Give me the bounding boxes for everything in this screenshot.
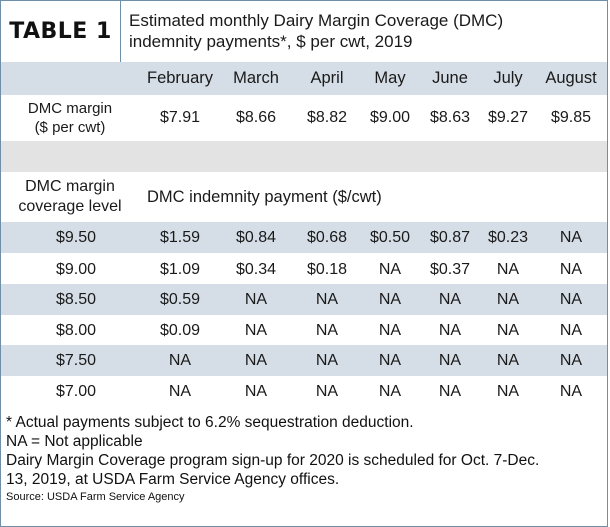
month-header-may: May	[374, 69, 406, 87]
coverage-level: $7.50	[55, 351, 97, 369]
indemnity-value: NA	[244, 321, 268, 339]
margin-label-line-2: ($ per cwt)	[34, 119, 106, 136]
margin-value: $8.63	[429, 109, 471, 126]
indemnity-value: $0.37	[429, 260, 471, 278]
indemnity-value: NA	[378, 351, 402, 369]
indemnity-value: NA	[559, 290, 583, 308]
table-row: $9.00 $1.09 $0.34 $0.18 NA $0.37 NA NA	[1, 254, 607, 285]
month-header-july: July	[493, 69, 523, 87]
indemnity-value: $1.59	[159, 228, 201, 246]
indemnity-value: NA	[378, 260, 402, 278]
indemnity-value: NA	[168, 351, 192, 369]
footnotes: * Actual payments subject to 6.2% seques…	[6, 413, 602, 505]
indemnity-value: NA	[244, 351, 268, 369]
indemnity-value: NA	[315, 382, 339, 400]
indemnity-value: $0.68	[306, 228, 348, 246]
table-row: $9.50 $1.59 $0.84 $0.68 $0.50 $0.87 $0.23 NA	[1, 222, 607, 253]
indemnity-value: $0.18	[306, 260, 348, 278]
table-row: $7.50 NA NA NA NA NA NA NA	[1, 345, 607, 376]
indemnity-value: NA	[244, 290, 268, 308]
coverage-level: $8.50	[55, 290, 97, 308]
spacer-row	[1, 141, 607, 172]
indemnity-value: NA	[438, 382, 462, 400]
table-row: $8.50 $0.59 NA NA NA NA NA NA	[1, 284, 607, 315]
table-header: TABLE 1 Estimated monthly Dairy Margin C…	[1, 1, 607, 62]
month-header-row: February March April May June July August	[1, 62, 607, 95]
signup-note-line-2: 13, 2019, at USDA Farm Service Agency of…	[6, 471, 340, 488]
indemnity-value: NA	[496, 351, 520, 369]
margin-value: $8.82	[306, 109, 348, 126]
margin-value: $7.91	[159, 109, 201, 126]
table-caption: Estimated monthly Dairy Margin Coverage …	[129, 10, 599, 52]
asterisk-note: * Actual payments subject to 6.2% seques…	[6, 414, 414, 431]
month-header-march: March	[233, 69, 279, 87]
coverage-level: $8.00	[55, 321, 97, 339]
indemnity-value: NA	[496, 260, 520, 278]
indemnity-value: $0.50	[369, 228, 411, 246]
caption-line-1: Estimated monthly Dairy Margin Coverage …	[129, 11, 504, 30]
indemnity-value: NA	[496, 382, 520, 400]
source-note: Source: USDA Farm Service Agency	[6, 491, 185, 503]
indemnity-value: NA	[378, 290, 402, 308]
indemnity-value: $0.34	[235, 260, 277, 278]
indemnity-value: NA	[315, 351, 339, 369]
indemnity-value: $0.59	[159, 290, 201, 308]
margin-value: $9.00	[369, 109, 411, 126]
margin-value: $8.66	[235, 109, 277, 126]
indemnity-value: NA	[496, 290, 520, 308]
indemnity-value: NA	[315, 290, 339, 308]
indemnity-header-row: DMC margin coverage level DMC indemnity …	[1, 172, 607, 222]
margin-row-label: DMC margin ($ per cwt)	[1, 95, 139, 141]
indemnity-value: NA	[244, 382, 268, 400]
coverage-label-line-2: coverage level	[18, 198, 122, 215]
indemnity-value: NA	[559, 260, 583, 278]
indemnity-value: NA	[559, 228, 583, 246]
indemnity-value: NA	[559, 351, 583, 369]
table-label: TABLE 1	[1, 1, 121, 62]
indemnity-value: NA	[438, 290, 462, 308]
indemnity-value: $1.09	[159, 260, 201, 278]
margin-row: DMC margin ($ per cwt) $7.91 $8.66 $8.82 $9…	[1, 95, 607, 141]
indemnity-value: NA	[559, 382, 583, 400]
month-header-june: June	[432, 69, 468, 87]
month-header-august: August	[545, 69, 597, 87]
month-header-april: April	[310, 69, 344, 87]
coverage-label-line-1: DMC margin	[25, 178, 115, 195]
indemnity-value: $0.09	[159, 321, 201, 339]
margin-label-line-1: DMC margin	[27, 100, 113, 117]
na-note: NA = Not applicable	[6, 433, 143, 450]
indemnity-value: NA	[438, 351, 462, 369]
signup-note-line-1: Dairy Margin Coverage program sign-up fo…	[6, 452, 540, 469]
caption-line-2: indemnity payments*, $ per cwt, 2019	[129, 32, 413, 51]
indemnity-value: NA	[496, 321, 520, 339]
indemnity-value: NA	[378, 382, 402, 400]
coverage-level: $9.00	[55, 260, 97, 278]
margin-value: $9.85	[550, 109, 592, 126]
coverage-level: $9.50	[55, 228, 97, 246]
indemnity-value: NA	[315, 321, 339, 339]
indemnity-value: $0.87	[429, 228, 471, 246]
coverage-level: $7.00	[55, 382, 97, 400]
indemnity-value: NA	[438, 321, 462, 339]
indemnity-value: NA	[168, 382, 192, 400]
indemnity-value: $0.84	[235, 228, 277, 246]
indemnity-value: NA	[559, 321, 583, 339]
indemnity-value: NA	[378, 321, 402, 339]
month-header-february: February	[146, 69, 214, 87]
indemnity-heading: DMC indemnity payment ($/cwt)	[147, 187, 382, 206]
coverage-level-label: DMC margin coverage level	[1, 172, 139, 222]
indemnity-value: $0.23	[487, 228, 529, 246]
table-row: $7.00 NA NA NA NA NA NA NA	[1, 376, 607, 407]
margin-value: $9.27	[487, 109, 529, 126]
table-row: $8.00 $0.09 NA NA NA NA NA NA	[1, 315, 607, 346]
